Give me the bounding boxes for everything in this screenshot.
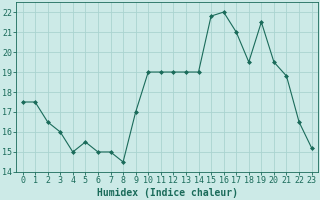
X-axis label: Humidex (Indice chaleur): Humidex (Indice chaleur) bbox=[97, 188, 237, 198]
